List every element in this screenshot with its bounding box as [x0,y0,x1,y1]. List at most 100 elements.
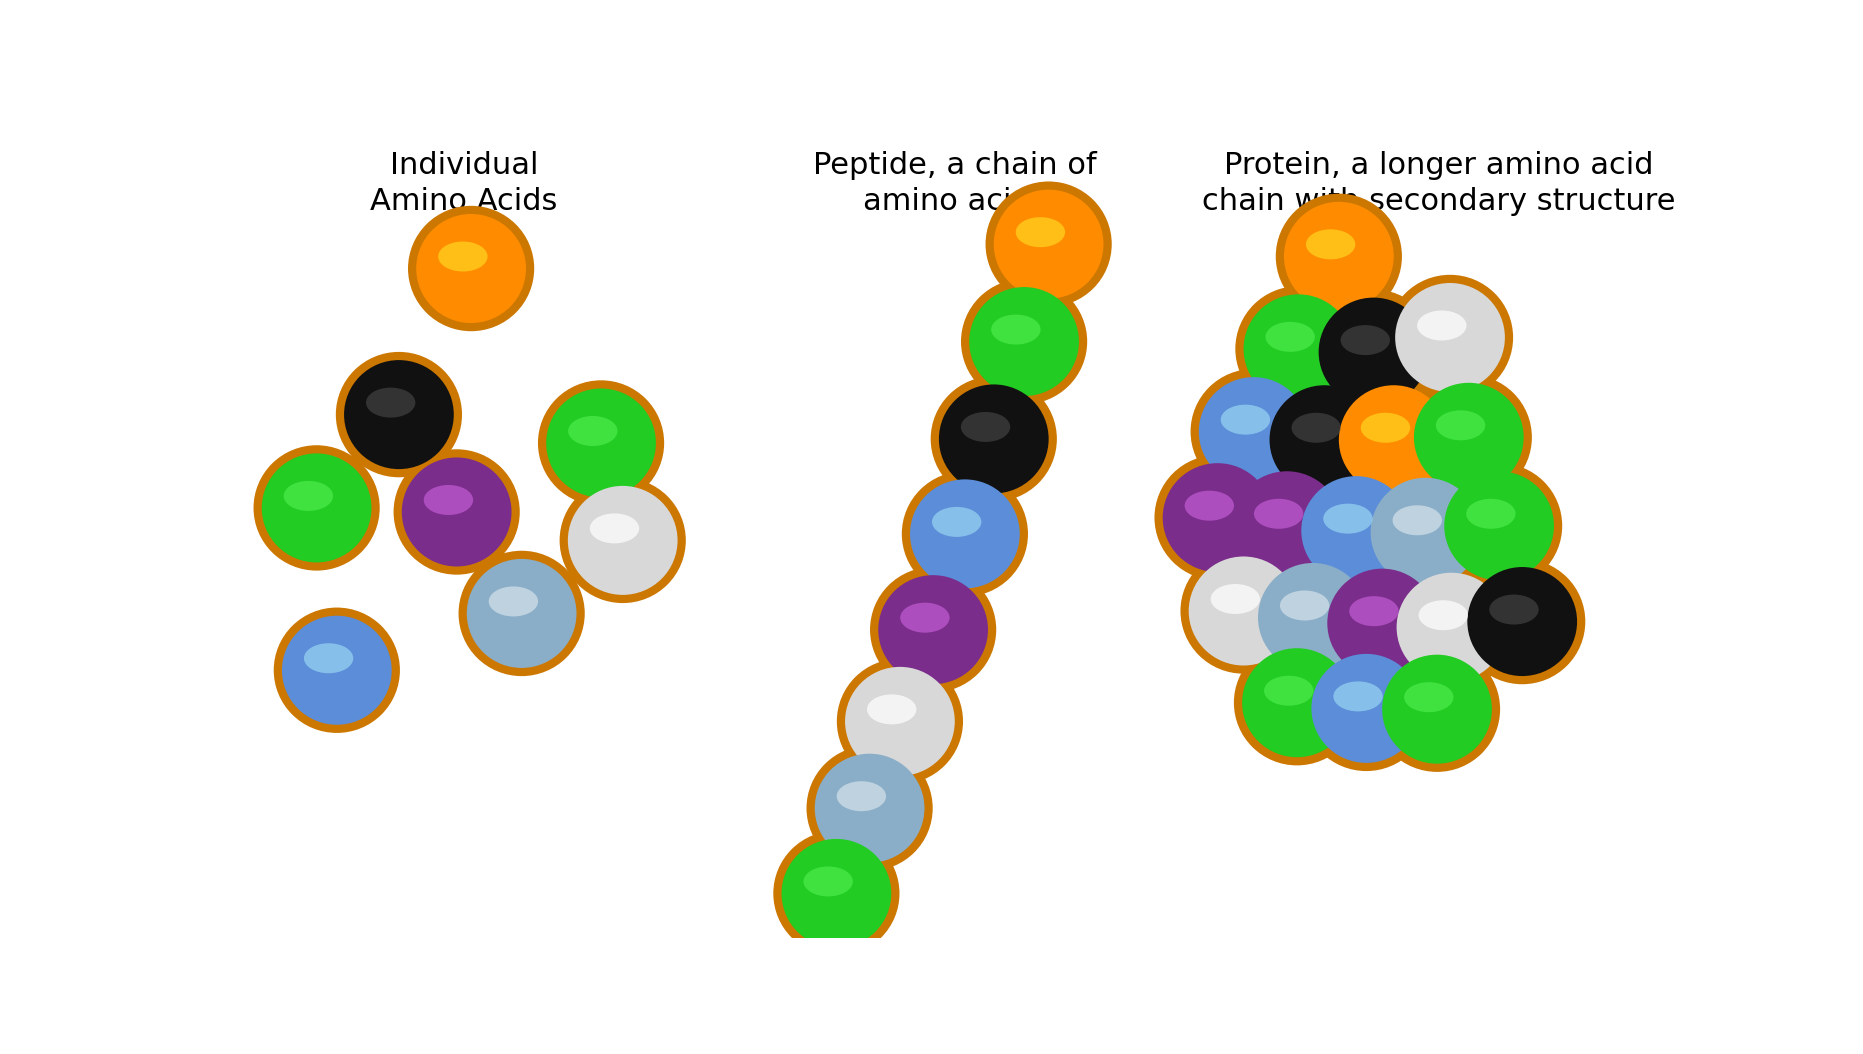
Ellipse shape [304,643,354,674]
Ellipse shape [902,471,1028,597]
Ellipse shape [1258,563,1367,672]
Ellipse shape [281,616,391,725]
Ellipse shape [1190,369,1317,494]
Ellipse shape [900,603,950,632]
Ellipse shape [283,481,333,511]
Ellipse shape [1291,413,1341,443]
Ellipse shape [1339,386,1449,494]
Ellipse shape [415,214,525,323]
Ellipse shape [1373,646,1500,772]
Ellipse shape [1330,377,1457,503]
Ellipse shape [836,781,887,812]
Ellipse shape [568,486,678,594]
Ellipse shape [932,507,982,536]
Ellipse shape [961,279,1088,405]
Ellipse shape [1211,584,1259,614]
Ellipse shape [1395,282,1505,392]
Ellipse shape [546,389,656,497]
Ellipse shape [1418,600,1468,630]
Ellipse shape [274,607,401,733]
Ellipse shape [1349,597,1399,626]
Ellipse shape [1386,275,1513,401]
Ellipse shape [814,754,924,863]
Ellipse shape [402,457,512,566]
Ellipse shape [1293,468,1420,593]
Text: Peptide, a chain of
amino acids: Peptide, a chain of amino acids [812,151,1097,216]
Ellipse shape [991,314,1041,345]
Ellipse shape [939,385,1049,493]
Ellipse shape [345,360,455,469]
Ellipse shape [1489,594,1539,625]
Ellipse shape [1310,290,1436,415]
Ellipse shape [1362,470,1489,594]
Ellipse shape [335,352,462,477]
Ellipse shape [1382,655,1492,764]
Ellipse shape [538,380,663,506]
Ellipse shape [408,206,535,331]
Ellipse shape [1254,499,1304,529]
Ellipse shape [1436,410,1485,441]
Ellipse shape [1418,311,1466,340]
Ellipse shape [1326,569,1436,678]
Ellipse shape [969,287,1079,396]
Ellipse shape [1185,491,1233,521]
Ellipse shape [1233,640,1360,765]
Ellipse shape [1414,383,1524,492]
Ellipse shape [1224,463,1351,588]
Ellipse shape [1334,681,1382,711]
Ellipse shape [1198,377,1308,486]
Ellipse shape [807,745,933,871]
Ellipse shape [932,376,1056,502]
Ellipse shape [781,839,891,948]
Ellipse shape [1360,413,1410,443]
Ellipse shape [458,551,585,676]
Ellipse shape [961,412,1010,442]
Ellipse shape [1261,377,1388,503]
Text: Protein, a longer amino acid
chain with secondary structure: Protein, a longer amino acid chain with … [1202,151,1675,216]
Ellipse shape [1250,554,1377,680]
Ellipse shape [993,190,1103,298]
Ellipse shape [1341,325,1390,355]
Ellipse shape [1015,217,1066,247]
Ellipse shape [986,181,1112,307]
Ellipse shape [1468,567,1578,676]
Ellipse shape [1243,648,1353,757]
Ellipse shape [1466,499,1516,529]
Ellipse shape [836,659,963,784]
Ellipse shape [1388,565,1515,690]
Ellipse shape [1163,463,1272,572]
Ellipse shape [1231,471,1341,581]
Ellipse shape [1244,294,1353,404]
Ellipse shape [393,449,520,574]
Ellipse shape [870,567,997,692]
Ellipse shape [591,513,639,544]
Ellipse shape [1181,548,1306,674]
Ellipse shape [909,480,1019,588]
Text: Individual
Amino Acids: Individual Amino Acids [371,151,557,216]
Ellipse shape [1371,477,1481,587]
Ellipse shape [1319,297,1429,407]
Ellipse shape [1444,471,1554,581]
Ellipse shape [1220,405,1271,434]
Ellipse shape [1155,455,1280,581]
Ellipse shape [1306,230,1354,259]
Ellipse shape [1407,374,1531,500]
Ellipse shape [423,485,473,515]
Ellipse shape [488,586,538,617]
Ellipse shape [468,559,576,668]
Ellipse shape [846,667,956,776]
Ellipse shape [803,866,853,896]
Ellipse shape [1265,676,1313,706]
Ellipse shape [261,453,371,563]
Ellipse shape [1323,504,1373,533]
Ellipse shape [1397,572,1507,682]
Ellipse shape [1392,505,1442,535]
Ellipse shape [559,477,686,603]
Ellipse shape [1280,590,1330,621]
Ellipse shape [1459,559,1585,684]
Ellipse shape [1304,646,1429,772]
Ellipse shape [568,416,617,446]
Ellipse shape [1319,561,1446,686]
Ellipse shape [1276,194,1403,319]
Ellipse shape [1436,463,1563,588]
